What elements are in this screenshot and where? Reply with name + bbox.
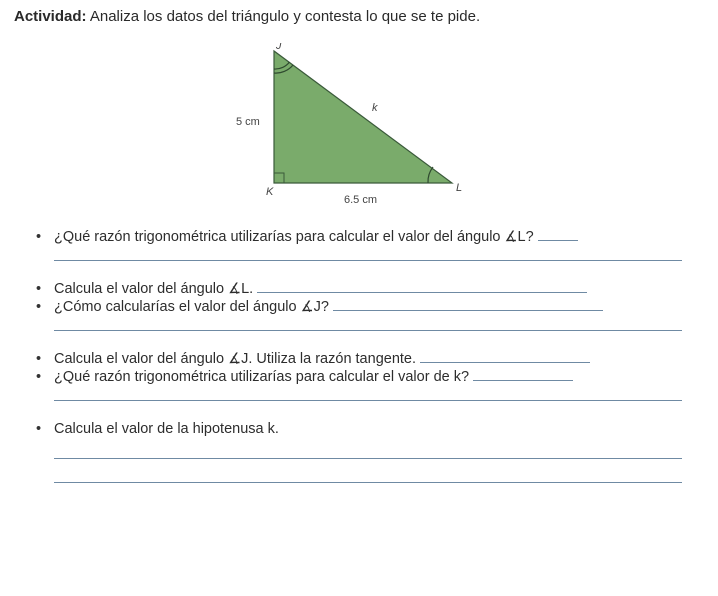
question-6-text: Calcula el valor de la hipotenusa k.	[54, 421, 279, 437]
answer-line	[333, 310, 603, 311]
answer-line	[257, 292, 587, 293]
vertex-label-L: L	[456, 182, 462, 194]
side-label-k: k	[372, 102, 378, 114]
bullet-icon: •	[36, 229, 54, 245]
answer-line	[54, 387, 682, 401]
bullet-icon: •	[36, 299, 54, 315]
question-1: • ¿Qué razón trigonométrica utilizarías …	[36, 229, 682, 245]
question-1-text: ¿Qué razón trigonométrica utilizarías pa…	[54, 229, 534, 245]
triangle-shape	[274, 51, 452, 183]
bullet-icon: •	[36, 281, 54, 297]
question-5-text: ¿Qué razón trigonométrica utilizarías pa…	[54, 369, 469, 385]
answer-line	[54, 445, 682, 459]
questions-block: • ¿Qué razón trigonométrica utilizarías …	[14, 229, 704, 483]
question-4-text: Calcula el valor del ángulo ∡J. Utiliza …	[54, 351, 416, 367]
answer-line	[54, 247, 682, 261]
answer-line	[538, 240, 578, 241]
answer-line	[54, 469, 682, 483]
question-2: • Calcula el valor del ángulo ∡L.	[36, 281, 682, 297]
side-label-KL: 6.5 cm	[344, 194, 377, 206]
activity-text: Analiza los datos del triángulo y contes…	[90, 8, 480, 25]
question-4: • Calcula el valor del ángulo ∡J. Utiliz…	[36, 351, 682, 367]
bullet-icon: •	[36, 351, 54, 367]
question-2-text: Calcula el valor del ángulo ∡L.	[54, 281, 253, 297]
question-5: • ¿Qué razón trigonométrica utilizarías …	[36, 369, 682, 385]
activity-label: Actividad:	[14, 8, 87, 25]
question-6: • Calcula el valor de la hipotenusa k.	[36, 421, 682, 437]
triangle-figure: J K L k 5 cm 6.5 cm	[14, 43, 704, 215]
activity-header: Actividad: Analiza los datos del triángu…	[14, 8, 704, 25]
bullet-icon: •	[36, 369, 54, 385]
vertex-label-J: J	[275, 43, 282, 52]
answer-line	[473, 380, 573, 381]
question-3-text: ¿Cómo calcularías el valor del ángulo ∡J…	[54, 299, 329, 315]
question-3: • ¿Cómo calcularías el valor del ángulo …	[36, 299, 682, 315]
triangle-svg: J K L k 5 cm 6.5 cm	[224, 43, 494, 215]
answer-line	[54, 317, 682, 331]
side-label-JK: 5 cm	[236, 116, 260, 128]
vertex-label-K: K	[266, 186, 274, 198]
bullet-icon: •	[36, 421, 54, 437]
answer-line	[420, 362, 590, 363]
